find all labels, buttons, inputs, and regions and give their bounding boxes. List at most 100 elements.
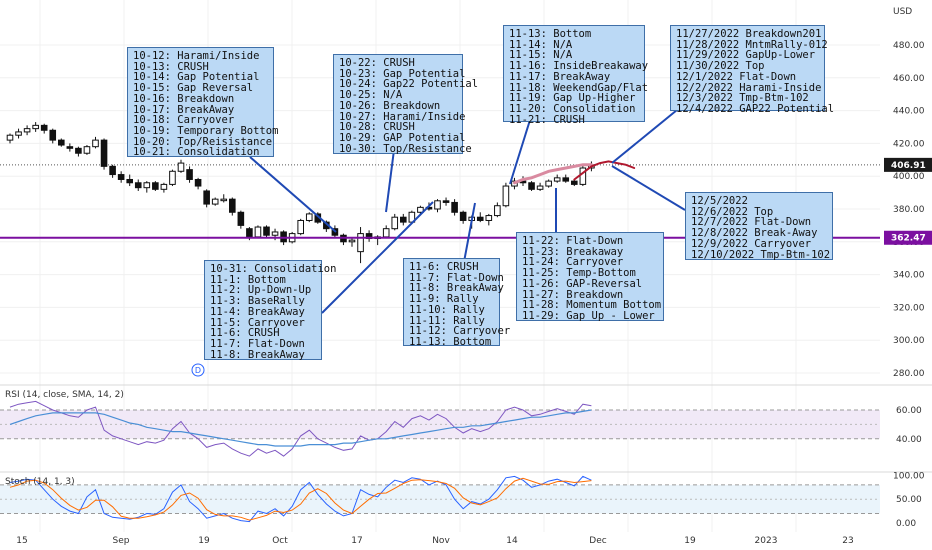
notes-box-nov-6-13: 11-6: CRUSH 11-7: Flat-Down 11-8: BreakAwa… xyxy=(403,258,510,348)
note-line: 10-27: Harami/Inside xyxy=(339,110,466,123)
candle-down xyxy=(528,182,535,190)
note-line: 11-3: BaseRally xyxy=(210,295,305,308)
candle-up xyxy=(357,233,364,253)
candle-down xyxy=(152,182,159,190)
stoch-tick-label: 0.00 xyxy=(896,519,916,529)
note-line: 10-28: CRUSH xyxy=(339,121,415,134)
candle-down xyxy=(459,211,467,221)
axes: USD 480.00 460.00 440.00 420.00 400.00 380.00 3… xyxy=(5,7,932,546)
note-line: 11-23: Breakaway xyxy=(522,245,624,258)
note-line: 11-11: Rally xyxy=(409,314,485,327)
note-line: 11-6: CRUSH xyxy=(409,261,479,273)
candle-down xyxy=(263,226,270,236)
candle-up xyxy=(391,216,399,230)
rsi-title: RSI (14, close, SMA, 14, 2) xyxy=(5,390,124,400)
rsi-tick-label: 40.00 xyxy=(896,435,922,445)
stoch-title: Stoch (14, 1, 3) xyxy=(5,477,75,487)
price-tick-label: 280.00 xyxy=(893,369,925,379)
note-line: 10-29: GAP Potential xyxy=(339,131,466,144)
candle-up xyxy=(545,180,552,187)
candle-up xyxy=(417,206,424,213)
candle-up xyxy=(220,198,228,202)
note-line: 11-1: Bottom xyxy=(210,273,286,286)
notes-box-nov27-dec4: 11/27/2022 Breakdown201 11/28/2022 MntmRa… xyxy=(670,25,834,114)
notes-box-oct31-nov8: 10-31: Consolidation 11-1: Bottom 11-2: Up… xyxy=(204,260,336,360)
candle-up xyxy=(536,185,544,190)
candle-down xyxy=(400,216,407,223)
candle-up xyxy=(177,162,185,172)
callout-line xyxy=(509,119,531,185)
x-tick-label: 2023 xyxy=(755,536,778,546)
note-line: 12/1/2022 Flat-Down xyxy=(676,70,797,83)
candle-up xyxy=(32,124,39,130)
candle-up xyxy=(6,134,14,141)
candle-down xyxy=(58,139,65,146)
note-line: 11-27: Breakdown xyxy=(522,288,624,301)
note-line: 11-7: Flat-Down xyxy=(210,337,305,350)
note-line: 11-19: Gap Up-Higher xyxy=(509,92,636,105)
note-line: 10-21: Consolidation xyxy=(133,146,260,159)
note-line: 11/30/2022 Top xyxy=(676,60,765,73)
x-tick-label: Oct xyxy=(272,536,288,546)
notes-box-dec-5-10: 12/5/2022 12/6/2022 Top 12/7/2022 Flat-Dow… xyxy=(685,192,833,260)
callout-line xyxy=(611,165,686,211)
dividend-marker-label: D xyxy=(195,366,201,375)
callout-line xyxy=(385,149,395,213)
support-tag-bg xyxy=(884,230,932,245)
note-line: 11-9: Rally xyxy=(409,293,479,306)
candle-down xyxy=(246,228,253,238)
stoch-tick-label: 50.00 xyxy=(896,495,922,505)
candle-down xyxy=(194,178,202,187)
candle-down xyxy=(562,177,570,182)
note-line: 11-10: Rally xyxy=(409,303,485,316)
note-line: 10-17: BreakAway xyxy=(133,103,235,116)
price-tick-label: 420.00 xyxy=(893,139,925,149)
x-tick-label: Dec xyxy=(589,536,606,546)
note-line: 10-30: Top/Resistance xyxy=(339,142,472,155)
candle-up xyxy=(494,205,501,217)
stoch-k-line xyxy=(9,475,592,523)
stoch-tick-label: 100.00 xyxy=(893,471,925,481)
note-line: 11-2: Up-Down-Up xyxy=(210,284,312,297)
candle-down xyxy=(229,198,236,213)
note-line: 10-16: Breakdown xyxy=(133,92,235,105)
note-line: 10-23: Gap Potential xyxy=(339,67,466,80)
candle-down xyxy=(100,139,108,167)
indicator-lines xyxy=(9,160,636,523)
note-line: 12/3/2022 Tmp-Btm-102 xyxy=(676,92,809,105)
note-line: 11-6: CRUSH xyxy=(210,327,280,340)
candle-down xyxy=(237,211,245,226)
note-line: 10-13: CRUSH xyxy=(133,60,209,73)
x-tick-label: 14 xyxy=(506,536,518,546)
note-line: 12/7/2022 Flat-Down xyxy=(691,216,812,229)
callout-line xyxy=(611,109,678,164)
candle-up xyxy=(553,177,561,182)
currency-label: USD xyxy=(893,7,912,17)
x-tick-label: 17 xyxy=(351,536,362,546)
note-line: 10-20: Top/Reisistance xyxy=(133,135,273,148)
note-line: 11-7: Flat-Down xyxy=(409,271,504,284)
callout-line xyxy=(321,201,434,314)
price-tick-label: 440.00 xyxy=(893,107,925,117)
candle-down xyxy=(75,147,82,154)
note-line: 10-19: Temporary Bottom xyxy=(133,124,279,137)
note-line: 11-15: N/A xyxy=(509,49,573,62)
candle-up xyxy=(271,231,279,236)
candle-down xyxy=(109,165,116,176)
note-line: 11-13: Bottom xyxy=(409,335,492,348)
candle-up xyxy=(305,213,313,221)
price-tick-label: 300.00 xyxy=(893,336,925,346)
note-line: 11-5: Carryover xyxy=(210,316,305,329)
notes-box-nov-22-29: 11-22: Flat-Down 11-23: Breakaway 11-24: C… xyxy=(516,232,664,321)
note-line: 11/28/2022 MntmRally-012 xyxy=(676,38,828,51)
note-line: 11-26: GAP-Reversal xyxy=(522,277,643,290)
candle-down xyxy=(203,190,210,205)
note-line: 11-21: CRUSH xyxy=(509,113,585,126)
panel-layer xyxy=(0,164,932,514)
candle-up xyxy=(211,198,219,205)
note-line: 11-20: Consolidation xyxy=(509,102,636,115)
notes-box-nov-13-21: 11-13: Bottom 11-14: N/A 11-15: N/A 11-16: … xyxy=(503,25,648,125)
rsi-sma-line xyxy=(9,409,592,447)
note-line: 11-8: BreakAway xyxy=(409,282,504,295)
